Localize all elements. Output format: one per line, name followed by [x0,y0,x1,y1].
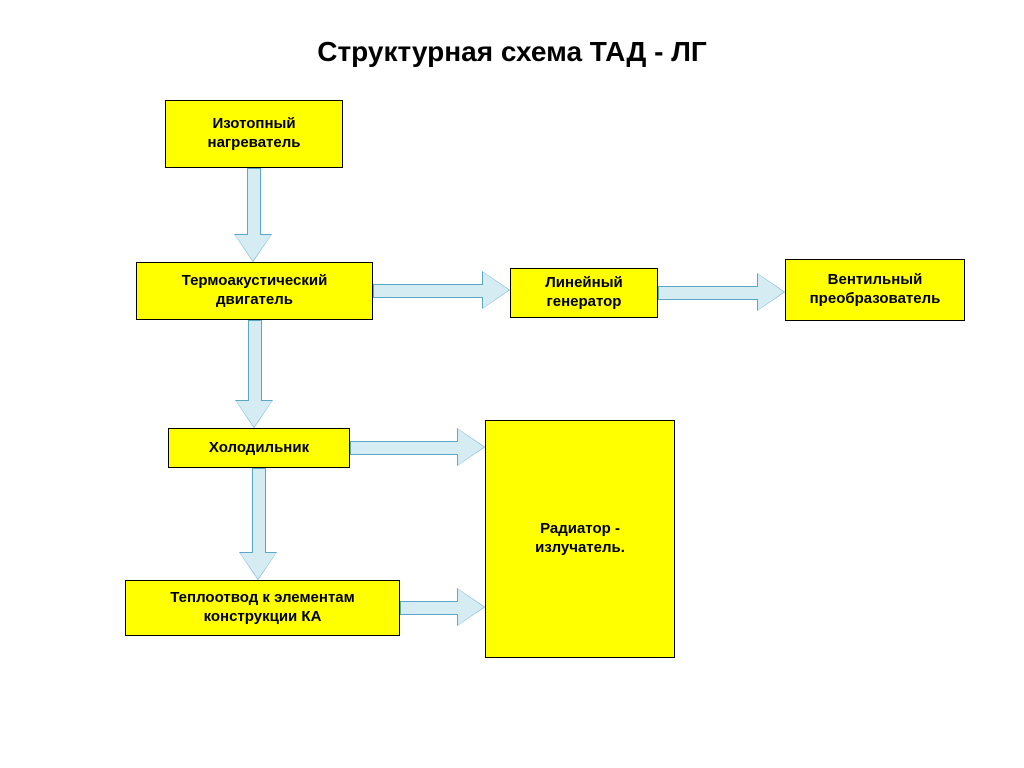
node-generator: Линейныйгенератор [510,268,658,318]
arrow-shaft-4 [350,441,459,455]
arrow-head-6 [458,589,484,625]
arrow-head-3 [236,401,272,427]
node-radiator: Радиатор -излучатель. [485,420,675,658]
arrow-head-0 [235,235,271,261]
arrow-head-1 [483,272,509,308]
node-cooler: Холодильник [168,428,350,468]
arrow-shaft-5 [252,468,266,554]
node-engine: Термоакустическийдвигатель [136,262,373,320]
arrow-shaft-3 [248,320,262,402]
node-heatsink: Теплоотвод к элементамконструкции КА [125,580,400,636]
arrow-shaft-6 [400,601,459,615]
node-heater: Изотопныйнагреватель [165,100,343,168]
diagram-canvas: Структурная схема ТАД - ЛГ Изотопныйнагр… [0,0,1024,768]
arrow-head-2 [758,274,784,310]
arrow-shaft-0 [247,168,261,236]
arrow-shaft-1 [373,284,484,298]
arrow-head-5 [240,553,276,579]
arrow-shaft-2 [658,286,759,300]
node-converter: Вентильныйпреобразователь [785,259,965,321]
arrow-head-4 [458,429,484,465]
diagram-title: Структурная схема ТАД - ЛГ [0,36,1024,68]
